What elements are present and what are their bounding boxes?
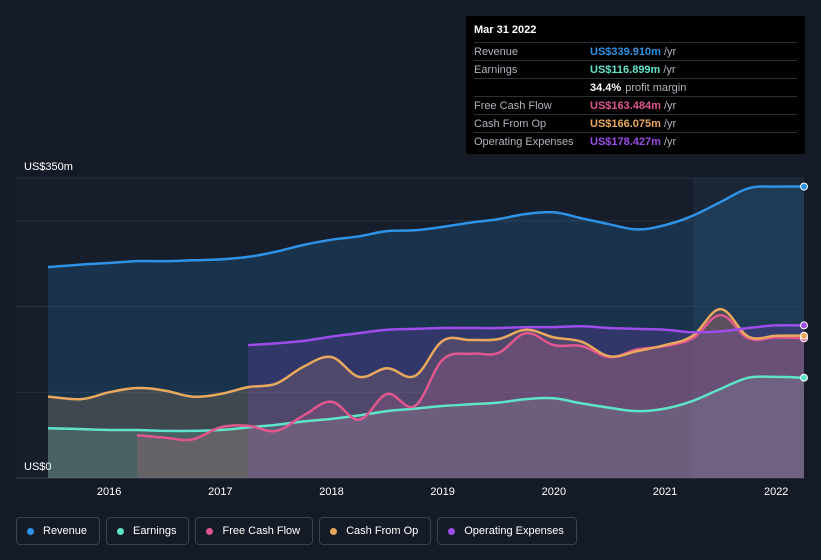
legend-item-cash-from-op[interactable]: Cash From Op [319, 517, 432, 545]
profit-margin-text: profit margin [625, 81, 687, 94]
cash-from-op-dot-icon [330, 527, 338, 535]
tooltip-label: Free Cash Flow [474, 99, 552, 112]
tooltip-row-profit-margin: 34.4% profit margin [474, 78, 797, 96]
earnings-line [47, 375, 805, 433]
free-cash-flow-line [136, 313, 805, 442]
profit-margin-value: 34.4% [590, 81, 622, 94]
chart-legend: Revenue Earnings Free Cash Flow Cash Fro… [16, 517, 577, 545]
legend-label: Free Cash Flow [222, 525, 301, 537]
cash-from-op-end-marker [800, 331, 808, 340]
x-tick-label: 2020 [542, 486, 566, 498]
tooltip-row-operating-expenses: Operating Expenses US$178.427m /yr [474, 132, 797, 150]
x-tick-label: 2017 [208, 486, 232, 498]
operating-expenses-line [248, 323, 805, 347]
x-tick-label: 2016 [97, 486, 121, 498]
tooltip-label: Earnings [474, 63, 518, 76]
earnings-dot-icon [117, 527, 125, 535]
earnings-area [48, 376, 804, 478]
revenue-end-marker [800, 182, 808, 191]
earnings-end-marker [800, 373, 808, 382]
tooltip-unit: /yr [663, 117, 677, 130]
legend-label: Earnings [133, 525, 177, 537]
tooltip-value: US$178.427m [590, 135, 661, 148]
y-axis-bottom-label: US$0 [24, 461, 52, 473]
x-tick-label: 2019 [430, 486, 454, 498]
legend-label: Operating Expenses [464, 525, 564, 537]
operating-expenses-dot-icon [448, 527, 456, 535]
legend-label: Revenue [43, 525, 88, 537]
data-tooltip: Mar 31 2022 Revenue US$339.910m /yr Earn… [466, 16, 805, 154]
free-cash-flow-dot-icon [206, 527, 214, 535]
revenue-line [47, 185, 805, 269]
operating-expenses-area [248, 325, 804, 478]
x-tick-label: 2021 [653, 486, 677, 498]
tooltip-unit: /yr [663, 99, 677, 112]
tooltip-value: US$163.484m [590, 99, 661, 112]
tooltip-unit: /yr [663, 45, 677, 58]
tooltip-row-free-cash-flow: Free Cash Flow US$163.484m /yr [474, 96, 797, 114]
legend-item-free-cash-flow[interactable]: Free Cash Flow [195, 517, 314, 545]
tooltip-date: Mar 31 2022 [474, 24, 537, 36]
tooltip-unit: /yr [663, 63, 676, 76]
cash-from-op-area [48, 309, 804, 478]
tooltip-label: Operating Expenses [474, 135, 574, 148]
operating-expenses-end-marker [800, 321, 808, 330]
tooltip-label: Cash From Op [474, 117, 547, 130]
tooltip-row-revenue: Revenue US$339.910m /yr [474, 42, 797, 60]
x-tick-label: 2022 [764, 486, 788, 498]
free-cash-flow-area [136, 315, 805, 478]
legend-item-earnings[interactable]: Earnings [106, 517, 190, 545]
legend-item-operating-expenses[interactable]: Operating Expenses [437, 517, 577, 545]
tooltip-row-cash-from-op: Cash From Op US$166.075m /yr [474, 114, 797, 132]
tooltip-row-earnings: Earnings US$116.899m /yr [474, 60, 797, 78]
tooltip-label: Revenue [474, 45, 519, 58]
cash-from-op-line [47, 307, 805, 401]
tooltip-value: US$166.075m [590, 117, 661, 130]
tooltip-value: US$339.910m [590, 45, 661, 58]
tooltip-unit: /yr [663, 135, 677, 148]
x-tick-label: 2018 [319, 486, 343, 498]
revenue-dot-icon [27, 527, 34, 535]
legend-label: Cash From Op [346, 525, 419, 537]
legend-item-revenue[interactable]: Revenue [16, 517, 101, 545]
y-axis-top-label: US$350m [24, 161, 73, 173]
tooltip-value: US$116.899m [590, 63, 661, 76]
